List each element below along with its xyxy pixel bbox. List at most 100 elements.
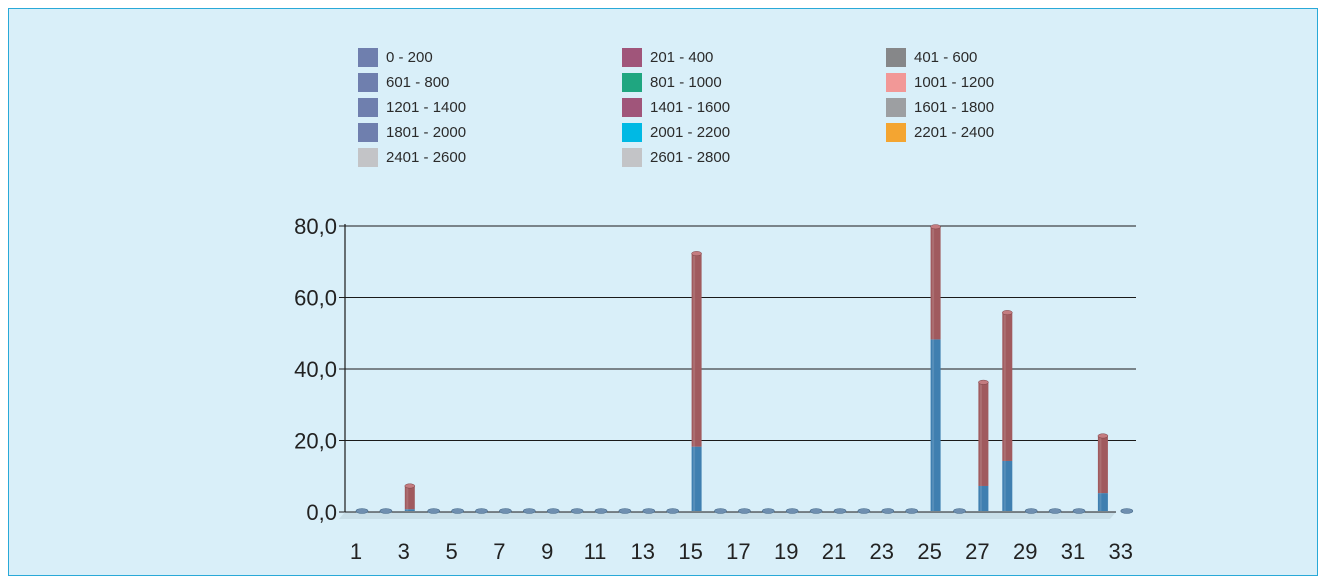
x-tick-label: 13	[631, 539, 655, 564]
bar-segment-0-200	[978, 485, 989, 511]
bar-highlight	[932, 226, 935, 511]
y-tick-label: 80,0	[294, 214, 337, 239]
bar-segment-0-200	[930, 339, 941, 511]
empty-bar	[522, 508, 536, 514]
chart-legend: 0 - 200 201 - 400 401 - 600 601 - 800 801 - …	[358, 47, 1118, 177]
empty-bar	[451, 508, 464, 514]
legend-label: 601 - 800	[386, 73, 450, 91]
legend-swatch	[358, 147, 378, 167]
empty-bar	[355, 508, 369, 514]
x-tick-label: 31	[1061, 539, 1085, 564]
legend-item: 1401 - 1600	[622, 97, 730, 117]
legend-swatch	[622, 47, 642, 67]
empty-bar	[738, 508, 751, 514]
x-tick-label: 21	[822, 539, 846, 564]
bar-segment-201-400	[978, 382, 989, 486]
legend-item: 1201 - 1400	[358, 97, 466, 117]
legend-swatch	[358, 97, 378, 117]
x-tick-label: 27	[965, 539, 989, 564]
legend-swatch	[886, 47, 906, 67]
empty-bar	[1024, 508, 1038, 514]
legend-swatch	[358, 47, 378, 67]
empty-bar	[1048, 508, 1062, 514]
bar-segment-0-200	[1002, 460, 1013, 511]
legend-item: 1801 - 2000	[358, 122, 466, 142]
empty-bar	[714, 508, 727, 514]
legend-label: 1401 - 1600	[650, 98, 731, 116]
empty-bar	[1072, 508, 1086, 514]
x-tick-label: 29	[1013, 539, 1037, 564]
bar-segment-201-400	[404, 485, 415, 510]
legend-swatch	[358, 72, 378, 92]
bar-cap	[930, 224, 941, 230]
x-tick-label: 5	[445, 539, 457, 564]
x-tick-label: 15	[678, 539, 702, 564]
x-tick-label: 33	[1109, 539, 1133, 564]
empty-bar	[594, 508, 608, 514]
legend-item: 0 - 200	[358, 47, 433, 67]
legend-item: 2201 - 2400	[886, 122, 994, 142]
legend-label: 1201 - 1400	[386, 98, 467, 116]
y-tick-label: 40,0	[294, 357, 337, 382]
x-tick-label: 11	[584, 539, 607, 564]
legend-swatch	[358, 122, 378, 142]
empty-bar	[881, 508, 895, 514]
bar-segment-201-400	[930, 226, 941, 340]
empty-bar	[905, 508, 919, 514]
empty-bar	[618, 508, 632, 514]
x-tick-label: 7	[493, 539, 505, 564]
y-tick-label: 0,0	[306, 500, 337, 525]
empty-bar	[570, 508, 584, 514]
empty-bar	[785, 508, 799, 514]
bar-highlight	[1099, 435, 1102, 511]
legend-item: 1001 - 1200	[886, 72, 994, 92]
legend-label: 2401 - 2600	[386, 148, 467, 166]
empty-bar	[642, 508, 656, 514]
y-tick-label: 20,0	[294, 429, 337, 454]
legend-label: 2201 - 2400	[914, 123, 995, 141]
bar-segment-201-400	[1002, 312, 1013, 461]
x-tick-label: 1	[350, 539, 362, 564]
empty-bar	[953, 508, 966, 514]
empty-bar	[761, 508, 775, 514]
legend-swatch	[622, 72, 642, 92]
legend-item: 1601 - 1800	[886, 97, 994, 117]
legend-swatch	[886, 97, 906, 117]
legend-label: 801 - 1000	[650, 73, 722, 91]
bar-segment-0-200	[1097, 493, 1108, 511]
empty-bar	[833, 508, 847, 514]
empty-bar	[809, 508, 823, 514]
x-tick-label: 3	[398, 539, 410, 564]
x-tick-label: 17	[726, 539, 750, 564]
legend-item: 401 - 600	[886, 47, 977, 67]
empty-bar	[379, 508, 393, 514]
empty-bar	[475, 508, 488, 514]
bar-highlight	[406, 485, 409, 511]
bar-segment-0-200	[404, 509, 415, 511]
bar-cap	[978, 379, 989, 385]
legend-item: 801 - 1000	[622, 72, 722, 92]
bar-cap	[691, 251, 702, 257]
legend-swatch	[886, 122, 906, 142]
bar-cap	[1097, 433, 1109, 439]
bar-cap	[404, 483, 416, 489]
bar-highlight	[1003, 312, 1006, 511]
x-tick-label: 9	[541, 539, 553, 564]
legend-item: 2001 - 2200	[622, 122, 730, 142]
x-tick-label: 23	[870, 539, 894, 564]
legend-label: 2601 - 2800	[650, 148, 731, 166]
bar-segment-201-400	[691, 253, 702, 447]
legend-label: 0 - 200	[386, 48, 433, 66]
legend-label: 1001 - 1200	[914, 73, 995, 91]
legend-item: 201 - 400	[622, 47, 713, 67]
legend-item: 2601 - 2800	[622, 147, 730, 167]
legend-item: 601 - 800	[358, 72, 449, 92]
legend-swatch	[622, 147, 642, 167]
x-tick-label: 19	[774, 539, 798, 564]
bar-segment-201-400	[1097, 435, 1108, 494]
empty-bar	[666, 508, 680, 514]
legend-item: 2401 - 2600	[358, 147, 466, 167]
legend-swatch	[622, 122, 642, 142]
legend-label: 1601 - 1800	[914, 98, 995, 116]
